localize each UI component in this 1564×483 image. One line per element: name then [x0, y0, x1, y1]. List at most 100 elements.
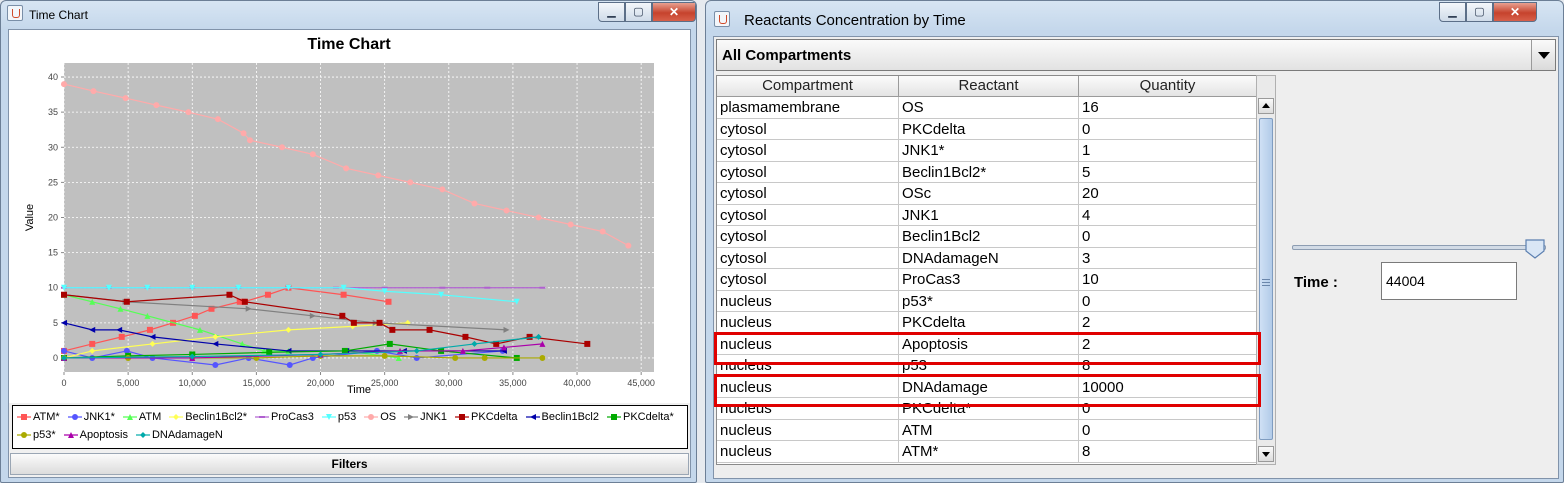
data-point [116, 326, 123, 333]
cell-compartment: cytosol [717, 226, 899, 247]
maximize-icon[interactable]: ▢ [1466, 2, 1493, 22]
data-point [212, 340, 219, 347]
data-point [149, 333, 156, 340]
table-row[interactable]: nucleus DNAdamage 10000 [717, 376, 1257, 398]
maximize-icon[interactable]: ▢ [625, 2, 652, 22]
table-row[interactable]: plasmamembrane OS 16 [717, 97, 1257, 119]
legend-marker-icon [63, 432, 78, 438]
data-point [452, 354, 459, 361]
legend-label: JNK1* [83, 411, 115, 423]
x-tick-label: 10,000 [178, 378, 206, 388]
legend-label: PKCdelta* [622, 411, 674, 423]
data-point [191, 312, 198, 319]
data-point [105, 284, 112, 291]
minimize-icon[interactable]: ▁ [598, 2, 625, 22]
legend-marker-icon [135, 432, 150, 438]
column-header-compartment[interactable]: Compartment [717, 76, 899, 97]
table-row[interactable]: nucleus PKCdelta 2 [717, 312, 1257, 334]
window-title: Time Chart [29, 8, 88, 22]
legend-label: DNAdamageN [151, 429, 223, 441]
data-point [123, 298, 130, 305]
legend-item: PKCdelta [455, 408, 518, 426]
slider-thumb-icon[interactable] [1524, 238, 1546, 260]
data-point [89, 298, 96, 305]
table-row[interactable]: cytosol JNK1* 1 [717, 140, 1257, 162]
legend-label: JNK1 [420, 411, 448, 423]
java-icon [714, 11, 730, 27]
data-point [340, 284, 347, 291]
data-point [146, 326, 153, 333]
table-row[interactable]: nucleus p53* 0 [717, 290, 1257, 312]
scroll-down-icon[interactable] [1258, 446, 1274, 462]
data-point [309, 312, 316, 319]
y-tick-label: 0 [53, 353, 58, 363]
close-icon[interactable]: ✕ [1493, 2, 1537, 22]
table-row[interactable]: cytosol DNAdamageN 3 [717, 247, 1257, 269]
dropdown-arrow-icon[interactable] [1531, 40, 1555, 70]
data-point [584, 340, 591, 347]
data-point [279, 144, 286, 151]
time-label: Time : [1294, 274, 1338, 291]
data-point [484, 286, 491, 289]
legend-item: OS [364, 408, 396, 426]
table-row[interactable]: cytosol JNK1 4 [717, 204, 1257, 226]
cell-compartment: cytosol [717, 140, 899, 161]
data-point [376, 319, 383, 326]
table-row[interactable]: cytosol ProCas3 10 [717, 269, 1257, 291]
time-slider[interactable] [1292, 245, 1546, 250]
cell-quantity: 10 [1079, 269, 1257, 290]
table-row[interactable]: nucleus ATM 0 [717, 419, 1257, 441]
x-tick-label: 0 [61, 378, 66, 388]
legend-item: ProCas3 [255, 408, 314, 426]
table-scrollbar[interactable] [1256, 75, 1276, 465]
x-tick-label: 30,000 [435, 378, 463, 388]
table-row[interactable]: cytosol OSc 20 [717, 183, 1257, 205]
close-icon[interactable]: ✕ [652, 2, 696, 22]
data-point [246, 137, 253, 144]
minimize-icon[interactable]: ▁ [1439, 2, 1466, 22]
data-point [61, 284, 67, 291]
column-header-reactant[interactable]: Reactant [899, 76, 1079, 97]
data-point [539, 340, 546, 347]
table-row[interactable]: cytosol PKCdelta 0 [717, 118, 1257, 140]
cell-quantity: 3 [1079, 247, 1257, 268]
data-point [567, 221, 574, 228]
data-point [264, 291, 271, 298]
filters-button[interactable]: Filters [10, 453, 689, 475]
table-row[interactable]: nucleus ATM* 8 [717, 441, 1257, 463]
data-point [309, 151, 316, 158]
data-point [462, 333, 469, 340]
chart-client-area: Time Chart 0 5,000 10,000 15,000 20,000 25,000… [8, 29, 691, 478]
table-row[interactable]: cytosol Beclin1Bcl2 0 [717, 226, 1257, 248]
series-line-pkcdelta- [63, 343, 517, 359]
y-tick-label: 15 [48, 248, 58, 258]
x-axis-label: Time [347, 384, 371, 396]
legend-item: p53 [321, 408, 356, 426]
scrollbar-thumb[interactable] [1259, 118, 1273, 440]
cell-quantity: 0 [1079, 118, 1257, 139]
scroll-up-icon[interactable] [1258, 98, 1274, 114]
data-point [61, 291, 67, 298]
column-header-quantity[interactable]: Quantity [1079, 76, 1257, 97]
time-input[interactable] [1381, 262, 1517, 300]
legend-label: Apoptosis [79, 429, 128, 441]
data-point [226, 291, 233, 298]
x-tick-label: 15,000 [243, 378, 271, 388]
table-row[interactable]: cytosol Beclin1Bcl2* 5 [717, 161, 1257, 183]
legend-item: ATM* [17, 408, 60, 426]
x-tick-label: 35,000 [499, 378, 527, 388]
data-point [61, 81, 67, 88]
cell-compartment: plasmamembrane [717, 97, 899, 118]
legend-label: OS [380, 411, 397, 423]
legend-item: Beclin1Bcl2* [169, 408, 247, 426]
cell-reactant: Beclin1Bcl2* [899, 161, 1079, 182]
data-point [439, 286, 446, 289]
legend-marker-icon [17, 414, 31, 420]
compartment-select[interactable]: All Compartments [716, 39, 1556, 71]
data-point [144, 312, 151, 319]
java-icon [7, 5, 23, 21]
data-point [385, 298, 392, 305]
time-chart-window: Time Chart ▁ ▢ ✕ Time Chart 0 5,000 10,000 1… [0, 0, 697, 483]
cell-compartment: cytosol [717, 247, 899, 268]
data-point [185, 109, 192, 116]
